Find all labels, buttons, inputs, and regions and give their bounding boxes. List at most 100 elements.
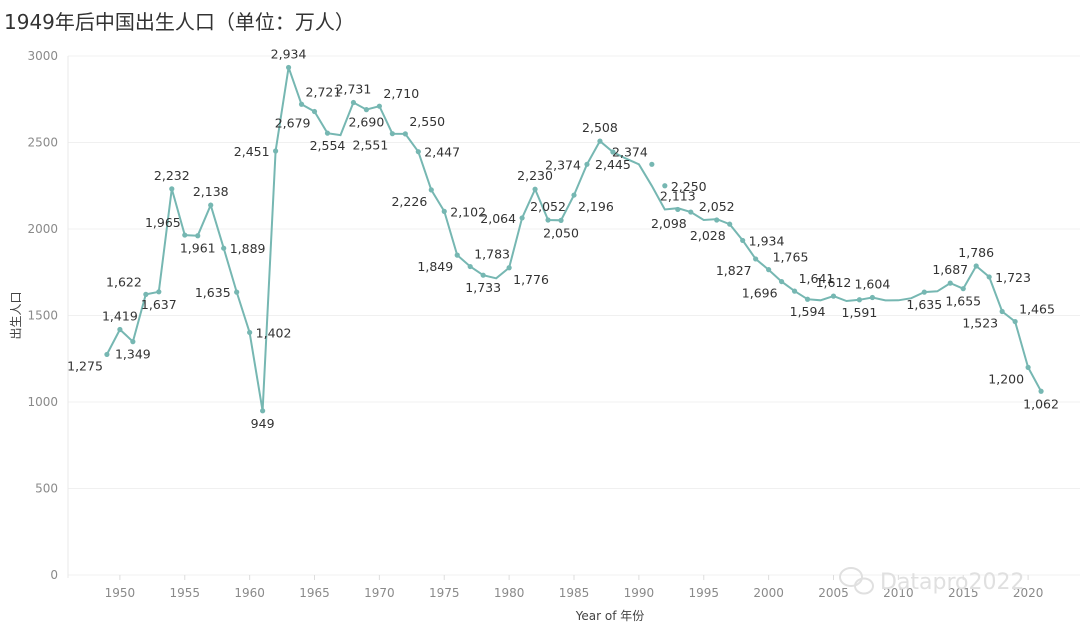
x-tick-label: 1995 (688, 586, 719, 600)
data-point (156, 289, 162, 295)
data-label: 2,554 (310, 138, 346, 153)
data-label: 2,196 (578, 199, 614, 214)
data-label: 2,050 (543, 225, 579, 240)
data-label: 1,200 (988, 371, 1024, 386)
data-point (597, 138, 603, 144)
data-label: 1,622 (106, 274, 142, 289)
gridlines (68, 55, 1080, 576)
data-point (571, 192, 577, 198)
data-point (350, 99, 357, 106)
data-label: 2,052 (530, 199, 566, 214)
data-point (662, 183, 668, 189)
data-point (363, 107, 370, 113)
y-axis: 0 500 1000 1500 2000 2500 3000 (27, 49, 69, 582)
data-label: 2,710 (383, 86, 419, 101)
data-label: 1,965 (145, 215, 181, 230)
data-labels: 1,275 1,419 1,349 1,622 1,637 2,232 1,965 1,961… (67, 46, 1059, 430)
x-tick-label: 1985 (559, 586, 590, 600)
data-label: 1,419 (102, 309, 138, 324)
data-label: 1,402 (256, 325, 292, 340)
data-point (856, 297, 863, 303)
data-point (117, 326, 123, 333)
data-label: 1,783 (474, 247, 510, 262)
data-point (234, 289, 240, 295)
y-tick-label: 1000 (27, 395, 58, 409)
data-label: 2,374 (612, 144, 648, 159)
y-tick-label: 2000 (27, 222, 58, 236)
data-point (804, 296, 811, 302)
data-point (960, 286, 966, 292)
data-label: 1,655 (945, 294, 981, 309)
data-label: 2,028 (690, 228, 726, 243)
x-tick-label: 1990 (624, 586, 655, 600)
data-label: 2,138 (193, 184, 229, 199)
data-point (545, 217, 551, 223)
data-label: 1,765 (773, 250, 809, 265)
data-point (208, 202, 214, 208)
y-tick-label: 3000 (27, 49, 58, 63)
data-point (480, 272, 486, 278)
data-point (247, 329, 253, 336)
data-label: 2,934 (271, 46, 307, 61)
data-point (272, 148, 279, 154)
data-label: 1,349 (115, 347, 151, 362)
data-label: 1,849 (417, 259, 453, 274)
data-point (973, 263, 979, 269)
data-label: 1,827 (716, 263, 752, 278)
x-tick-label: 1980 (494, 586, 525, 600)
data-point (260, 408, 266, 414)
data-point (415, 149, 421, 155)
x-tick-label: 2020 (1013, 586, 1044, 600)
data-label: 2,447 (424, 145, 460, 160)
data-point (1025, 364, 1031, 370)
data-label: 1,465 (1019, 302, 1055, 317)
data-label: 1,594 (790, 304, 826, 319)
data-label: 2,374 (545, 157, 581, 172)
data-label: 2,250 (671, 179, 707, 194)
wechat-icon (839, 567, 874, 595)
x-tick-label: 2000 (753, 586, 784, 600)
data-point (999, 308, 1005, 315)
data-label: 1,934 (749, 233, 785, 248)
data-label: 2,052 (699, 199, 735, 214)
data-point (195, 233, 201, 239)
data-label: 2,731 (336, 82, 372, 97)
data-point (143, 291, 149, 297)
data-point (869, 294, 876, 301)
data-label: 2,551 (353, 138, 389, 153)
data-point (467, 263, 473, 270)
data-point (169, 186, 175, 192)
data-point (519, 215, 525, 221)
y-tick-label: 0 (50, 568, 58, 582)
data-label: 2,445 (595, 157, 631, 172)
x-tick-label: 2005 (818, 586, 849, 600)
data-label: 1,687 (932, 262, 968, 277)
data-point (298, 101, 305, 107)
data-label: 2,102 (450, 204, 486, 219)
data-label: 2,064 (480, 211, 516, 226)
data-point (986, 274, 992, 280)
data-point (311, 108, 318, 115)
y-tick-label: 1500 (27, 309, 58, 323)
data-point (1012, 318, 1018, 325)
data-point (727, 221, 733, 227)
data-point (285, 64, 292, 71)
data-point (791, 288, 798, 294)
data-label: 2,721 (306, 84, 342, 99)
data-label: 1,635 (195, 285, 231, 300)
data-point (221, 245, 227, 251)
x-tick-label: 1970 (364, 586, 395, 600)
x-tick-label: 1960 (234, 586, 265, 600)
data-point (376, 103, 382, 109)
x-tick-label: 1965 (299, 586, 330, 600)
data-label: 2,113 (660, 188, 696, 203)
data-label: 2,098 (651, 216, 687, 231)
x-axis-label: Year of 年份 (575, 609, 645, 623)
data-point (830, 293, 837, 299)
data-point (506, 265, 512, 271)
data-label: 1,733 (465, 280, 501, 295)
watermark: Datapro2022 (839, 567, 1025, 595)
data-point (921, 289, 927, 295)
data-point (182, 232, 188, 238)
